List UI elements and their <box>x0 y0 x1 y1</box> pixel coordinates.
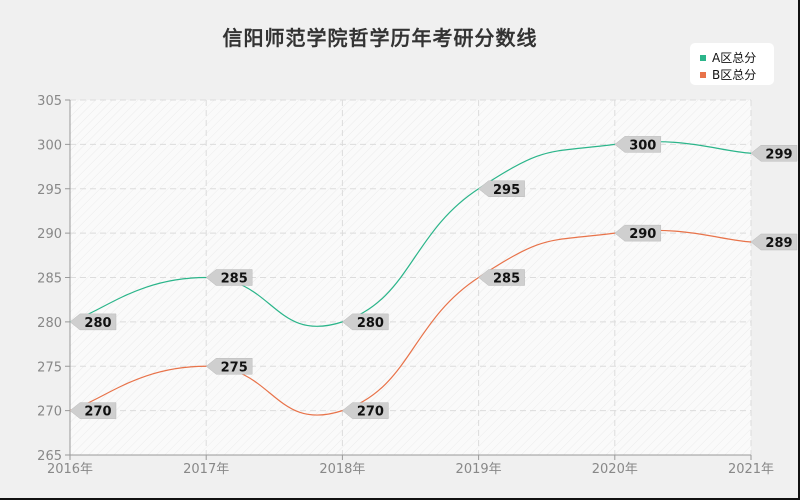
data-label: 290 <box>629 227 656 242</box>
data-label-bg <box>750 145 798 162</box>
data-label-bg <box>69 402 117 419</box>
data-label-bg <box>614 136 662 153</box>
y-tick-label: 300 <box>37 138 62 153</box>
y-tick-label: 305 <box>37 94 62 109</box>
data-label: 280 <box>84 316 111 331</box>
data-label: 299 <box>765 147 792 162</box>
data-label: 285 <box>493 272 520 287</box>
x-tick-label: 2018年 <box>319 462 365 477</box>
y-tick-label: 295 <box>37 183 62 198</box>
data-label-bg <box>341 313 389 331</box>
x-tick-label: 2019年 <box>456 462 502 477</box>
data-label-bg <box>614 224 662 242</box>
y-tick-label: 270 <box>37 405 62 420</box>
y-tick-label: 280 <box>37 316 62 331</box>
chart-title: 信阳师范学院哲学历年考研分数线 <box>222 26 538 50</box>
x-tick-label: 2017年 <box>183 462 229 477</box>
data-label: 289 <box>765 236 792 251</box>
data-label-bg <box>478 180 525 197</box>
legend-item-b[interactable]: B区总分 <box>700 66 756 83</box>
data-label: 280 <box>357 316 384 331</box>
x-tick-label: 2020年 <box>592 462 638 477</box>
data-label: 275 <box>221 360 248 375</box>
y-tick-label: 290 <box>37 227 62 242</box>
data-label: 270 <box>84 405 111 420</box>
legend-swatch-a-icon <box>700 54 706 61</box>
legend-label-b: B区总分 <box>712 68 757 82</box>
legend: A区总分 B区总分 <box>690 43 774 85</box>
y-tick-label: 265 <box>37 449 62 464</box>
legend-swatch-b-icon <box>700 71 706 78</box>
data-label: 270 <box>357 405 384 420</box>
data-label-bg <box>205 269 253 286</box>
data-label-bg <box>205 358 253 375</box>
legend-label-a: A区总分 <box>712 51 757 65</box>
data-label-bg <box>750 233 798 251</box>
data-label: 300 <box>629 138 656 153</box>
data-label-bg <box>478 269 525 286</box>
data-label-bg <box>341 402 389 419</box>
x-tick-label: 2016年 <box>47 462 93 477</box>
x-tick-label: 2021年 <box>728 462 774 477</box>
data-label: 285 <box>221 272 248 287</box>
data-label: 295 <box>493 183 520 198</box>
legend-item-a[interactable]: A区总分 <box>700 49 756 66</box>
data-label-bg <box>69 313 117 331</box>
y-tick-label: 275 <box>37 360 62 375</box>
y-tick-label: 285 <box>37 272 62 287</box>
